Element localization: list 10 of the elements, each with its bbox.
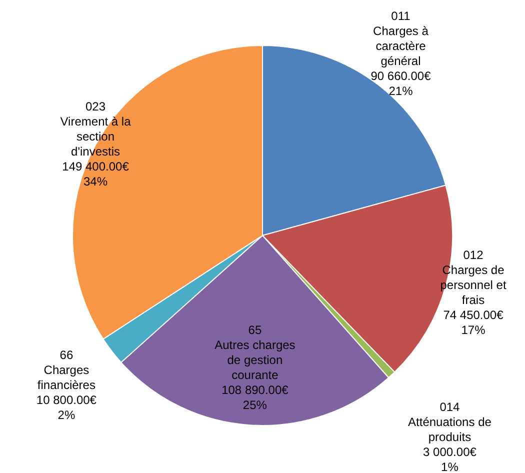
slice-label: 014 Atténuations de produits xyxy=(408,400,492,444)
data-label: 108 890.00€ 25% xyxy=(222,383,289,412)
data-label: 3 000.00€ 1% xyxy=(423,444,477,473)
slice-label: 66 Charges financières xyxy=(37,348,96,392)
data-label: 90 660.00€ 21% xyxy=(370,69,432,98)
data-label: 149 400.00€ 34% xyxy=(62,160,130,189)
data-label: 10 800.00€ 2% xyxy=(36,393,97,422)
slice-label: 011 Charges à caractère général xyxy=(373,9,429,68)
slice-label: 65 Autres charges de gestion courante xyxy=(214,323,296,382)
data-label: 74 450.00€ 17% xyxy=(443,308,504,337)
